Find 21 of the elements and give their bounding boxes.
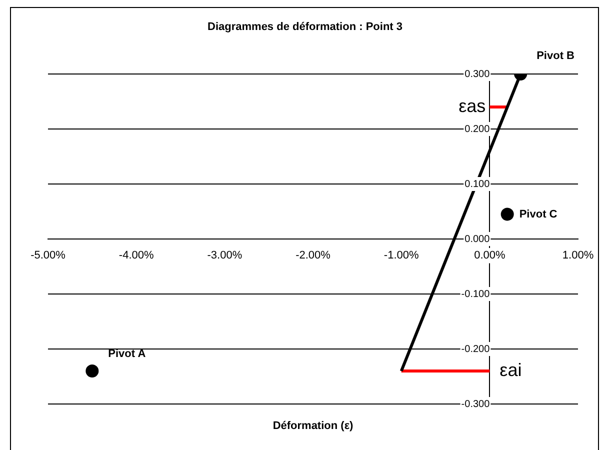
y-tick-label: 0.300 [464,68,490,80]
annotation: Pivot A [108,348,146,360]
y-tick-label: -0.100 [461,288,490,300]
y-tick-label: -0.200 [461,344,490,355]
x-tick-label: 0.00% [474,250,506,262]
annotation: Pivot B [536,50,575,62]
x-tick-label: -2.00% [296,250,331,262]
y-tick-label: 0.200 [464,124,490,135]
y-tick-label: -0.300 [461,398,490,410]
annotation: εai [500,360,522,380]
x-tick-label: -1.00% [384,250,419,262]
y-tick-label: 0.100 [464,178,490,190]
annotation: εas [458,96,486,116]
y-tick-label: 0.000 [464,234,490,245]
x-tick-label: -3.00% [207,250,242,262]
x-axis-title: Déformation (ε) [272,420,354,432]
chart-title: Diagrammes de déformation : Point 3 [208,21,402,34]
x-tick-label: -5.00% [30,250,66,262]
x-tick-label: 1.00% [562,250,594,262]
x-tick-label: -4.00% [118,250,154,262]
annotation: Pivot C [519,208,558,220]
